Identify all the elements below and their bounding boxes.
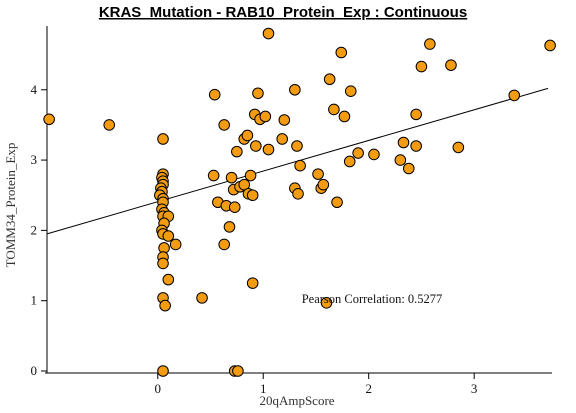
data-point bbox=[294, 159, 306, 172]
y-tick-label: 0 bbox=[31, 363, 38, 378]
data-point bbox=[344, 85, 357, 97]
data-point bbox=[331, 196, 343, 209]
data-point bbox=[208, 88, 221, 101]
data-point bbox=[231, 145, 243, 158]
data-point bbox=[162, 230, 175, 242]
data-point bbox=[278, 114, 291, 126]
data-point bbox=[157, 257, 169, 270]
y-tick-label: 3 bbox=[31, 152, 38, 167]
data-point bbox=[207, 169, 220, 182]
data-point bbox=[218, 119, 230, 131]
data-point bbox=[157, 365, 169, 377]
x-tick-label: 0 bbox=[154, 381, 161, 396]
data-point bbox=[368, 148, 380, 161]
data-point bbox=[328, 103, 340, 116]
data-point bbox=[232, 365, 244, 377]
data-point bbox=[291, 140, 303, 152]
y-tick-label: 2 bbox=[31, 222, 38, 237]
data-point bbox=[410, 140, 422, 152]
data-point bbox=[241, 129, 254, 142]
data-point bbox=[103, 119, 116, 131]
data-point bbox=[323, 73, 336, 86]
data-point bbox=[445, 59, 457, 71]
data-point bbox=[246, 189, 259, 202]
data-point bbox=[43, 113, 55, 126]
y-tick-label: 4 bbox=[31, 82, 38, 97]
data-point bbox=[250, 140, 262, 152]
data-point bbox=[544, 39, 556, 52]
data-point bbox=[394, 154, 407, 166]
data-point bbox=[415, 60, 428, 73]
x-tick-label: 3 bbox=[471, 381, 478, 396]
data-point bbox=[262, 143, 275, 156]
y-axis-label: TOMM34_Protein_Exp bbox=[3, 143, 18, 268]
data-point bbox=[410, 108, 422, 121]
data-point bbox=[196, 292, 208, 304]
data-point bbox=[169, 238, 182, 251]
points-layer bbox=[43, 27, 556, 377]
data-point bbox=[225, 171, 238, 184]
data-point bbox=[259, 110, 272, 123]
data-point bbox=[424, 38, 436, 50]
data-point bbox=[352, 147, 364, 159]
data-point bbox=[244, 169, 257, 182]
data-point bbox=[320, 297, 333, 309]
data-point bbox=[397, 136, 410, 149]
data-point bbox=[338, 110, 351, 123]
y-tick-label: 1 bbox=[31, 293, 38, 308]
data-point bbox=[228, 201, 241, 213]
data-point bbox=[262, 27, 275, 40]
data-point bbox=[508, 89, 521, 102]
pearson-annotation: Pearson Correlation: 0.5277 bbox=[302, 292, 443, 306]
data-point bbox=[276, 133, 289, 145]
x-tick-label: 1 bbox=[260, 381, 267, 396]
data-point bbox=[157, 133, 169, 145]
data-point bbox=[289, 83, 301, 96]
data-point bbox=[317, 178, 330, 191]
data-point bbox=[252, 87, 264, 100]
data-point bbox=[402, 162, 415, 175]
axes: 0 1 2 3 0 1 2 3 4 bbox=[31, 26, 552, 396]
x-axis-label: 20qAmpScore bbox=[259, 393, 334, 408]
data-point bbox=[335, 46, 348, 59]
chart-title: KRAS_Mutation - RAB10_Protein_Exp : Cont… bbox=[99, 4, 467, 21]
data-point bbox=[343, 155, 356, 168]
data-point bbox=[292, 188, 304, 200]
x-tick-label: 2 bbox=[365, 381, 372, 396]
data-point bbox=[218, 238, 230, 251]
data-point bbox=[452, 141, 465, 154]
data-point bbox=[159, 299, 171, 312]
data-point bbox=[223, 221, 236, 233]
data-point bbox=[312, 168, 324, 180]
data-point bbox=[246, 277, 259, 289]
data-point bbox=[162, 273, 175, 286]
